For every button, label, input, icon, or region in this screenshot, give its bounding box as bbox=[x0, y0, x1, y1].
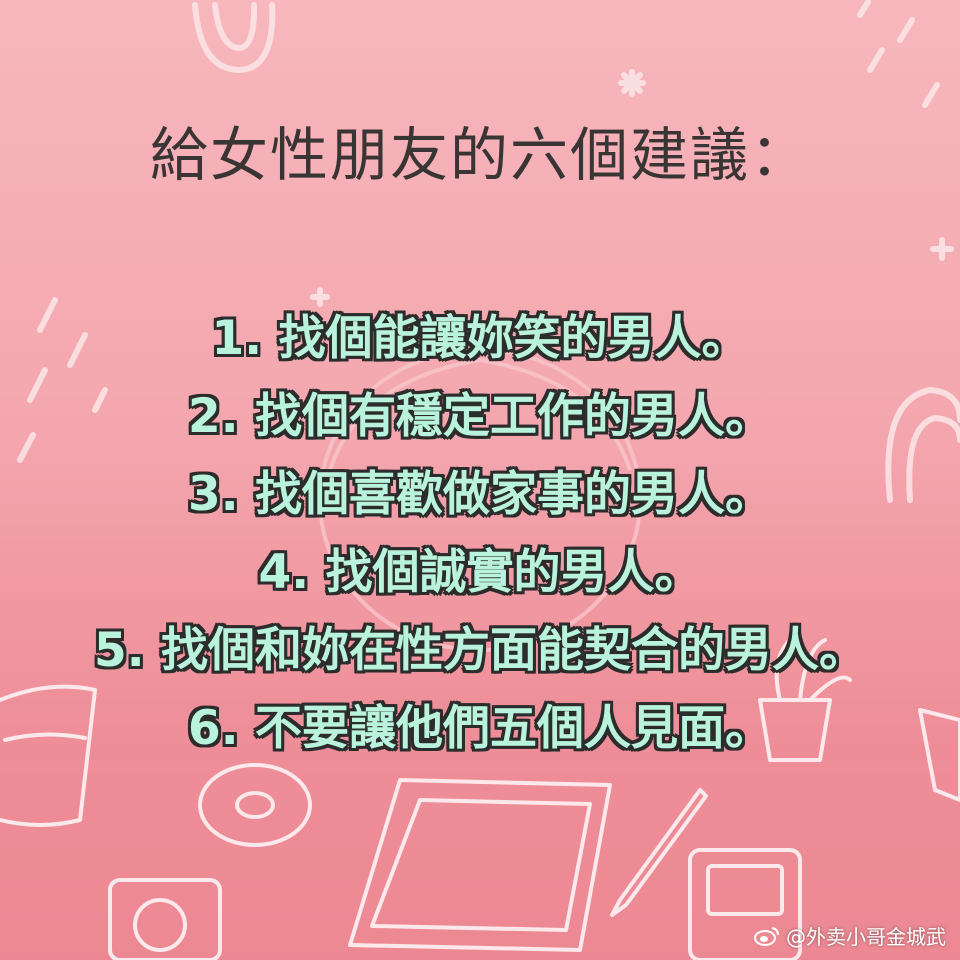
list-item: 4. 找個誠實的男人。 bbox=[258, 545, 702, 600]
watermark: @外卖小哥金城武 bbox=[754, 921, 946, 950]
tips-list: 1. 找個能讓妳笑的男人。 2. 找個有穩定工作的男人。 3. 找個喜歡做家事的… bbox=[0, 300, 960, 768]
watermark-text: @外卖小哥金城武 bbox=[786, 925, 946, 949]
page-title: 給女性朋友的六個建議： bbox=[149, 121, 810, 189]
list-item: 3. 找個喜歡做家事的男人。 bbox=[188, 467, 772, 522]
list-item: 5. 找個和妳在性方面能契合的男人。 bbox=[94, 623, 866, 678]
list-item: 6. 不要讓他們五個人見面。 bbox=[188, 701, 772, 756]
list-item: 1. 找個能讓妳笑的男人。 bbox=[211, 311, 749, 366]
list-item: 2. 找個有穩定工作的男人。 bbox=[188, 389, 772, 444]
weibo-logo-icon bbox=[754, 926, 779, 946]
